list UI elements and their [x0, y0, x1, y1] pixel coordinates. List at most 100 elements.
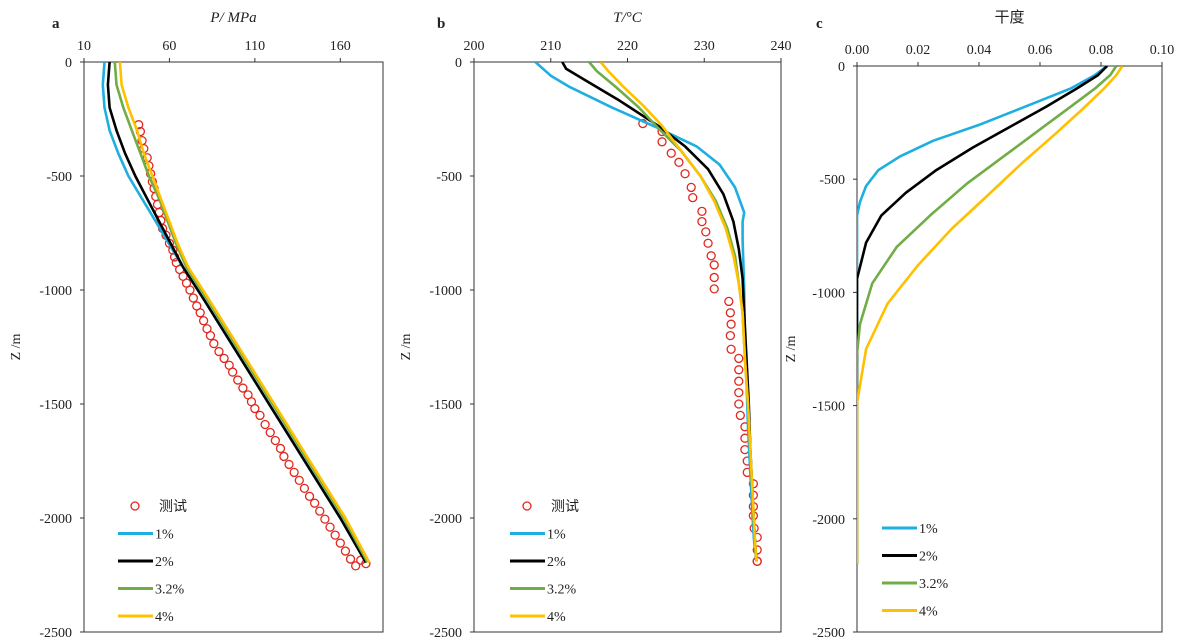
- chart-panel-a: a P/ MPa 10 60 110 160 0 -500 -1000 -1500 -2000 -25…: [9, 10, 384, 640]
- series-line-1pct: [534, 62, 758, 562]
- x-tick-label: 220: [617, 39, 638, 54]
- data-point-test: [340, 546, 351, 556]
- data-point-test: [279, 451, 289, 462]
- data-point-test: [697, 216, 707, 227]
- data-point-test: [294, 475, 304, 486]
- legend-label-3-2pct: 3.2%: [155, 583, 185, 598]
- data-point-test: [227, 367, 238, 377]
- data-point-test: [219, 353, 229, 364]
- y-tick-label: -1000: [812, 286, 845, 301]
- data-point-test: [214, 346, 224, 357]
- x-tick-label: 110: [245, 39, 265, 54]
- legend-label-1pct: 1%: [547, 528, 566, 543]
- chart-panel-b: b T/°C 200 210 220 230 240 0 -500 -1000 -1500 -2000…: [399, 10, 792, 640]
- series-line-2pct: [106, 62, 368, 564]
- y-tick-label: -1000: [39, 284, 72, 299]
- y-tick-label: -2500: [429, 626, 462, 640]
- data-point-test: [724, 296, 734, 307]
- data-point-test: [330, 530, 340, 540]
- data-point-test: [734, 353, 744, 364]
- series-line-4pct: [857, 66, 1124, 565]
- legend-label-3-2pct: 3.2%: [547, 583, 577, 598]
- x-tick-label: 0.00: [845, 43, 870, 58]
- legend-label-2pct: 2%: [919, 550, 938, 565]
- x-tick-label: 160: [330, 39, 351, 54]
- y-tick-label: -1500: [39, 398, 72, 413]
- y-tick-label: -500: [46, 170, 72, 185]
- x-tick-label: 210: [540, 39, 561, 54]
- x-tick-label: 10: [77, 39, 91, 54]
- data-point-test: [706, 251, 716, 261]
- data-point-test: [270, 435, 281, 446]
- panel-label: c: [816, 16, 823, 32]
- legend-marker-test: [522, 501, 532, 511]
- data-point-test: [703, 238, 713, 248]
- series-line-1pct: [857, 66, 1108, 565]
- data-point-test: [709, 260, 719, 270]
- data-point-test: [734, 399, 744, 409]
- y-tick-label: -1500: [429, 398, 462, 413]
- data-point-test: [657, 137, 667, 147]
- data-point-test: [209, 338, 219, 349]
- data-point-test: [198, 316, 209, 326]
- y-tick-label: -2000: [429, 512, 462, 527]
- legend-label-测试: 测试: [159, 499, 187, 515]
- data-point-test: [188, 293, 198, 303]
- data-point-test: [752, 545, 762, 555]
- data-point-test: [674, 157, 684, 167]
- x-tick-label: 0.02: [906, 43, 931, 58]
- data-point-test: [709, 284, 719, 294]
- series-line-4pct: [118, 62, 371, 564]
- chart-panel-c: c 干度 0.00 0.02 0.04 0.06 0.08 0.10 0 -500 -1000 -15…: [784, 9, 1174, 640]
- data-point-test: [265, 427, 275, 438]
- data-point-test: [725, 308, 735, 318]
- data-point-test: [666, 148, 676, 158]
- y-axis-title: Z /m: [9, 333, 24, 360]
- y-tick-label: -1000: [429, 284, 462, 299]
- data-point-test: [726, 319, 736, 329]
- data-point-test: [686, 182, 696, 193]
- data-point-test: [299, 483, 310, 494]
- data-point-test: [725, 330, 735, 341]
- data-point-test: [205, 330, 216, 341]
- series-line-3-2pct: [857, 66, 1118, 565]
- series-line-2pct: [857, 66, 1109, 565]
- x-axis-title: T/°C: [613, 10, 643, 26]
- data-point-test: [185, 285, 195, 295]
- x-tick-label: 0.06: [1028, 43, 1053, 58]
- y-tick-label: -1500: [812, 400, 845, 415]
- data-point-test: [726, 344, 736, 354]
- x-tick-label: 0.04: [967, 43, 992, 58]
- data-point-test: [310, 498, 320, 508]
- x-tick-label: 240: [771, 39, 792, 54]
- y-tick-label: -2500: [812, 626, 845, 640]
- legend-label-4pct: 4%: [547, 610, 566, 625]
- series-line-2pct: [561, 62, 758, 562]
- y-tick-label: -2000: [812, 513, 845, 528]
- y-axis-title: Z /m: [399, 333, 414, 360]
- data-point-test: [195, 308, 205, 318]
- data-point-test: [345, 554, 356, 564]
- legend-label-3-2pct: 3.2%: [919, 577, 949, 592]
- data-point-test: [284, 459, 294, 470]
- x-tick-label: 200: [464, 39, 485, 54]
- data-point-test: [250, 403, 260, 414]
- data-point-test: [734, 387, 744, 398]
- data-point-test: [275, 443, 286, 454]
- legend-label-4pct: 4%: [155, 610, 174, 625]
- legend-label-4pct: 4%: [919, 605, 938, 620]
- panel-label: b: [437, 16, 445, 32]
- data-point-test: [697, 206, 707, 216]
- data-point-test: [304, 491, 315, 501]
- y-tick-label: 0: [65, 56, 72, 71]
- y-tick-label: 0: [838, 60, 845, 75]
- y-tick-label: -2000: [39, 512, 72, 527]
- data-point-test: [680, 169, 690, 179]
- data-point-test: [315, 506, 325, 516]
- x-tick-label: 230: [694, 39, 715, 54]
- legend-label-测试: 测试: [551, 499, 579, 515]
- data-point-test: [735, 410, 745, 421]
- legend-label-1pct: 1%: [919, 522, 938, 537]
- data-point-test: [701, 227, 711, 237]
